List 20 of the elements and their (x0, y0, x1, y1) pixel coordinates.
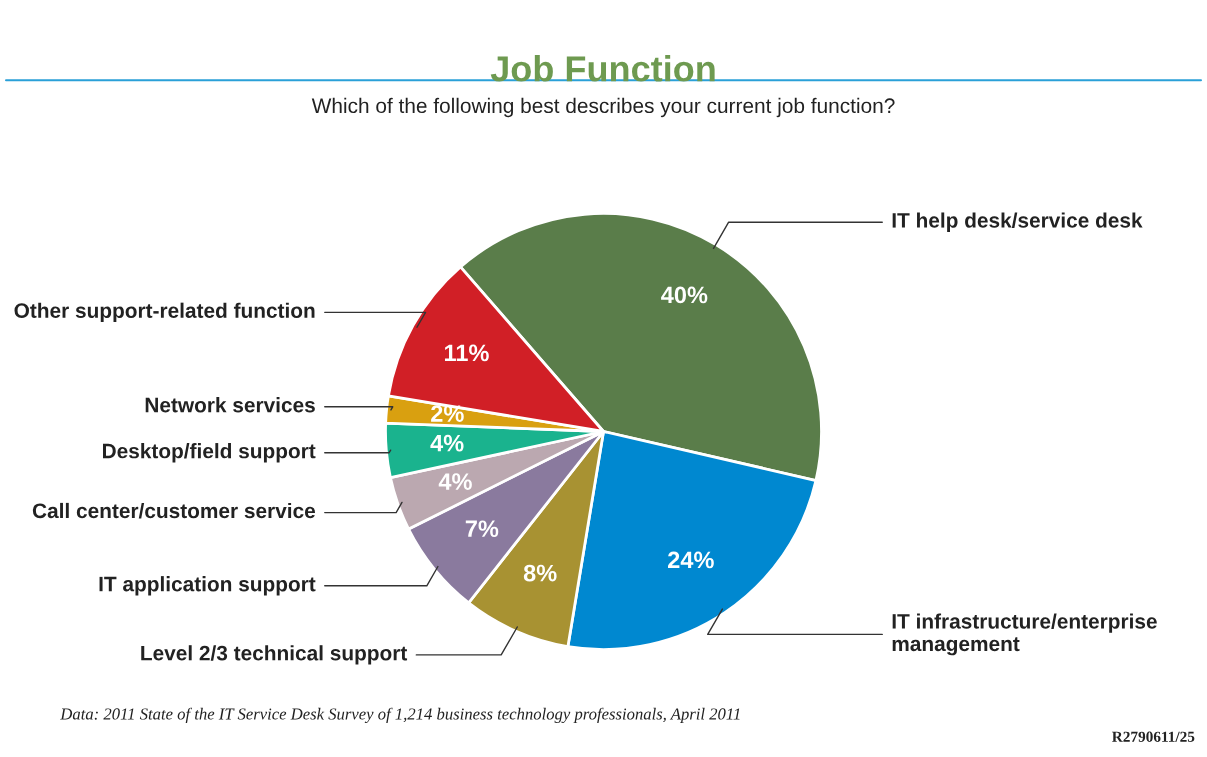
data-label: 8% (523, 564, 557, 582)
text: R2790611/25 (1112, 731, 1195, 742)
slice-label: Other support-related function (14, 302, 315, 323)
chart-subtitle: Which of the following best describes your current job function? (311, 97, 895, 118)
data-label: 4% (438, 473, 472, 490)
slice-label: Call center/customer service (32, 502, 316, 519)
text: Data: 2011 State of the IT Service Desk Survey of 1,214 business technology professionals, April 2011 (60, 707, 740, 724)
slice-label: IT application support (99, 576, 316, 596)
data-label: 11% (444, 344, 489, 362)
data-label: 24% (668, 551, 714, 569)
data-label: 2% (431, 405, 464, 422)
slice-label: Network services (145, 397, 315, 413)
slice-label: Level 2/3 technical support (141, 645, 408, 665)
slice-label: IT infrastructure/enterprise management (892, 613, 1157, 656)
chart-title: Job Function (490, 55, 715, 82)
slice-label: Desktop/field support (103, 443, 316, 463)
data-label: 7% (465, 520, 499, 537)
data-label: 40% (661, 286, 708, 304)
slice-label: IT help desk/service desk (892, 212, 1143, 232)
data-label: 4% (430, 434, 464, 452)
